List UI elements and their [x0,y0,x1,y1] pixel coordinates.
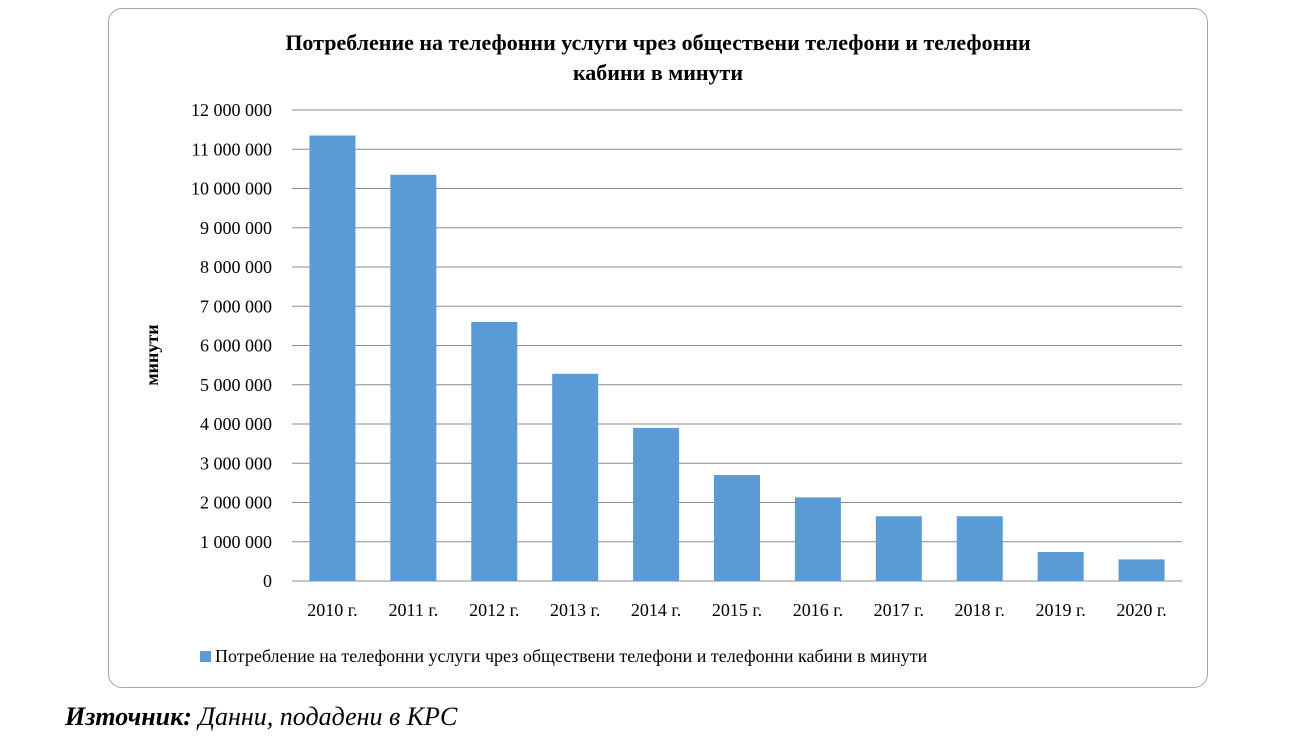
x-tick-label: 2012 г. [469,600,519,620]
bar [633,427,680,581]
y-tick-label: 12 000 000 [191,100,272,120]
legend-label: Потребление на телефонни услуги чрез общ… [215,646,928,666]
bars [309,135,1165,581]
y-tick-label: 6 000 000 [200,336,272,356]
y-tick-label: 5 000 000 [200,375,272,395]
x-tick-labels: 2010 г. 2011 г. 2012 г. 2013 г. 2014 г. 2015 … [307,600,1166,620]
y-axis-label: минути [142,324,162,385]
bar [794,497,841,581]
bar [956,516,1003,581]
x-tick-label: 2016 г. [793,600,843,620]
source-label: Източник: [65,702,192,731]
bar [1037,551,1084,581]
bar [1118,559,1165,581]
source-note: Източник: Данни, подадени в КРС [65,702,457,732]
y-tick-label: 10 000 000 [191,179,272,199]
bar [875,516,922,581]
x-tick-label: 2010 г. [307,600,357,620]
bar [471,321,518,581]
x-tick-label: 2014 г. [631,600,681,620]
x-tick-label: 2011 г. [389,600,439,620]
x-tick-label: 2015 г. [712,600,762,620]
source-text: Данни, подадени в КРС [191,702,458,731]
y-tick-labels: 0 1 000 000 2 000 000 3 000 000 4 000 000 5 0… [191,100,272,591]
y-tick-label: 9 000 000 [200,218,272,238]
chart-title-line-2: кабини в минути [572,60,744,85]
y-tick-label: 4 000 000 [200,414,272,434]
y-tick-label: 1 000 000 [200,532,272,552]
x-tick-label: 2019 г. [1035,600,1085,620]
y-tick-label: 3 000 000 [200,453,272,473]
bar [714,475,760,581]
y-tick-label: 0 [263,571,272,591]
y-tick-label: 2 000 000 [200,493,272,513]
x-tick-label: 2013 г. [550,600,600,620]
bar [309,135,356,581]
y-tick-label: 7 000 000 [200,296,272,316]
bar [390,174,437,581]
x-tick-label: 2020 г. [1116,600,1166,620]
y-tick-label: 11 000 000 [192,139,272,159]
x-tick-label: 2017 г. [874,600,924,620]
x-tick-label: 2018 г. [955,600,1005,620]
legend: Потребление на телефонни услуги чрез общ… [200,646,927,667]
chart-title-line-1: Потребление на телефонни услуги чрез общ… [285,30,1031,55]
y-tick-label: 8 000 000 [200,257,272,277]
bar [552,373,599,581]
legend-swatch [200,651,211,662]
